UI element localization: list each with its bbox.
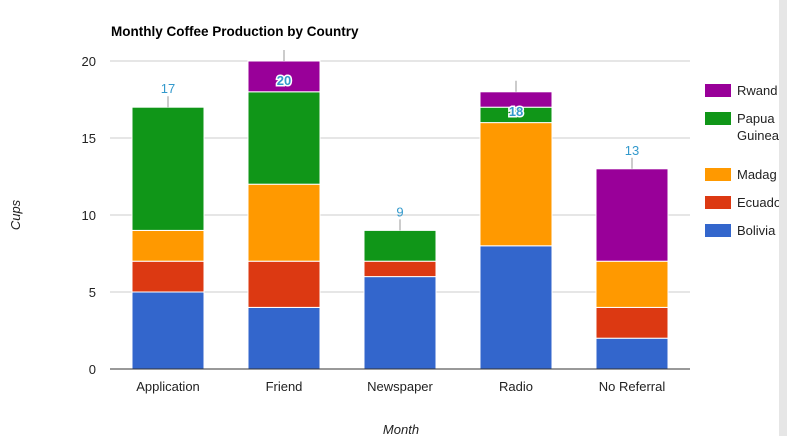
bars (131, 60, 669, 370)
bar-segment (131, 260, 205, 293)
legend-swatch (705, 168, 731, 181)
legend-swatch (705, 112, 731, 125)
legend-swatch (705, 84, 731, 97)
bar-segment (363, 229, 437, 262)
y-tick-label: 10 (82, 208, 96, 223)
legend-swatch (705, 196, 731, 209)
bar-segment (131, 106, 205, 231)
x-tick-label: Application (136, 379, 200, 394)
y-tick-label: 20 (82, 54, 96, 69)
bar-segment (479, 245, 553, 370)
x-tick-label: No Referral (599, 379, 666, 394)
legend-swatch (705, 224, 731, 237)
total-label: 18 (509, 104, 523, 119)
chart-title: Monthly Coffee Production by Country (111, 24, 359, 39)
legend-label: Papua (737, 111, 775, 126)
total-label: 20 (277, 73, 291, 88)
bar-segment (595, 306, 669, 339)
bar-segment (131, 229, 205, 262)
bar-segment (595, 337, 669, 370)
x-tick-label: Friend (266, 379, 303, 394)
bar-segment (479, 122, 553, 247)
total-label: 17 (161, 81, 175, 96)
x-tick-label: Newspaper (367, 379, 433, 394)
bar-segment (595, 168, 669, 262)
legend-label: Guinea (737, 128, 780, 143)
total-labels: 17 20 9 18 13 (161, 50, 639, 231)
legend-label: Madag (737, 167, 777, 182)
bar-segment (247, 60, 321, 93)
legend: Rwand Papua Guinea Madag Ecuado Bolivia (705, 83, 781, 238)
legend-label: Ecuado (737, 195, 781, 210)
y-axis-title: Cups (8, 199, 23, 230)
bar-segment (247, 183, 321, 262)
x-axis-title: Month (383, 422, 419, 436)
bar-segment (247, 306, 321, 370)
y-tick-label: 0 (89, 362, 96, 377)
bar-segment (363, 260, 437, 278)
bar-segment (595, 260, 669, 308)
total-label: 9 (396, 204, 403, 219)
y-tick-label: 15 (82, 131, 96, 146)
x-axis-ticks: Application Friend Newspaper Radio No Referr… (136, 379, 665, 394)
legend-label: Bolivia (737, 223, 776, 238)
y-axis-ticks: 0 5 10 15 20 (82, 54, 96, 377)
bar-segment (131, 291, 205, 370)
bar-segment (363, 276, 437, 370)
x-tick-label: Radio (499, 379, 533, 394)
scrollbar[interactable] (779, 0, 787, 436)
bar-segment (247, 91, 321, 185)
bar-segment (247, 260, 321, 308)
total-label: 13 (625, 143, 639, 158)
y-tick-label: 5 (89, 285, 96, 300)
legend-label: Rwand (737, 83, 777, 98)
